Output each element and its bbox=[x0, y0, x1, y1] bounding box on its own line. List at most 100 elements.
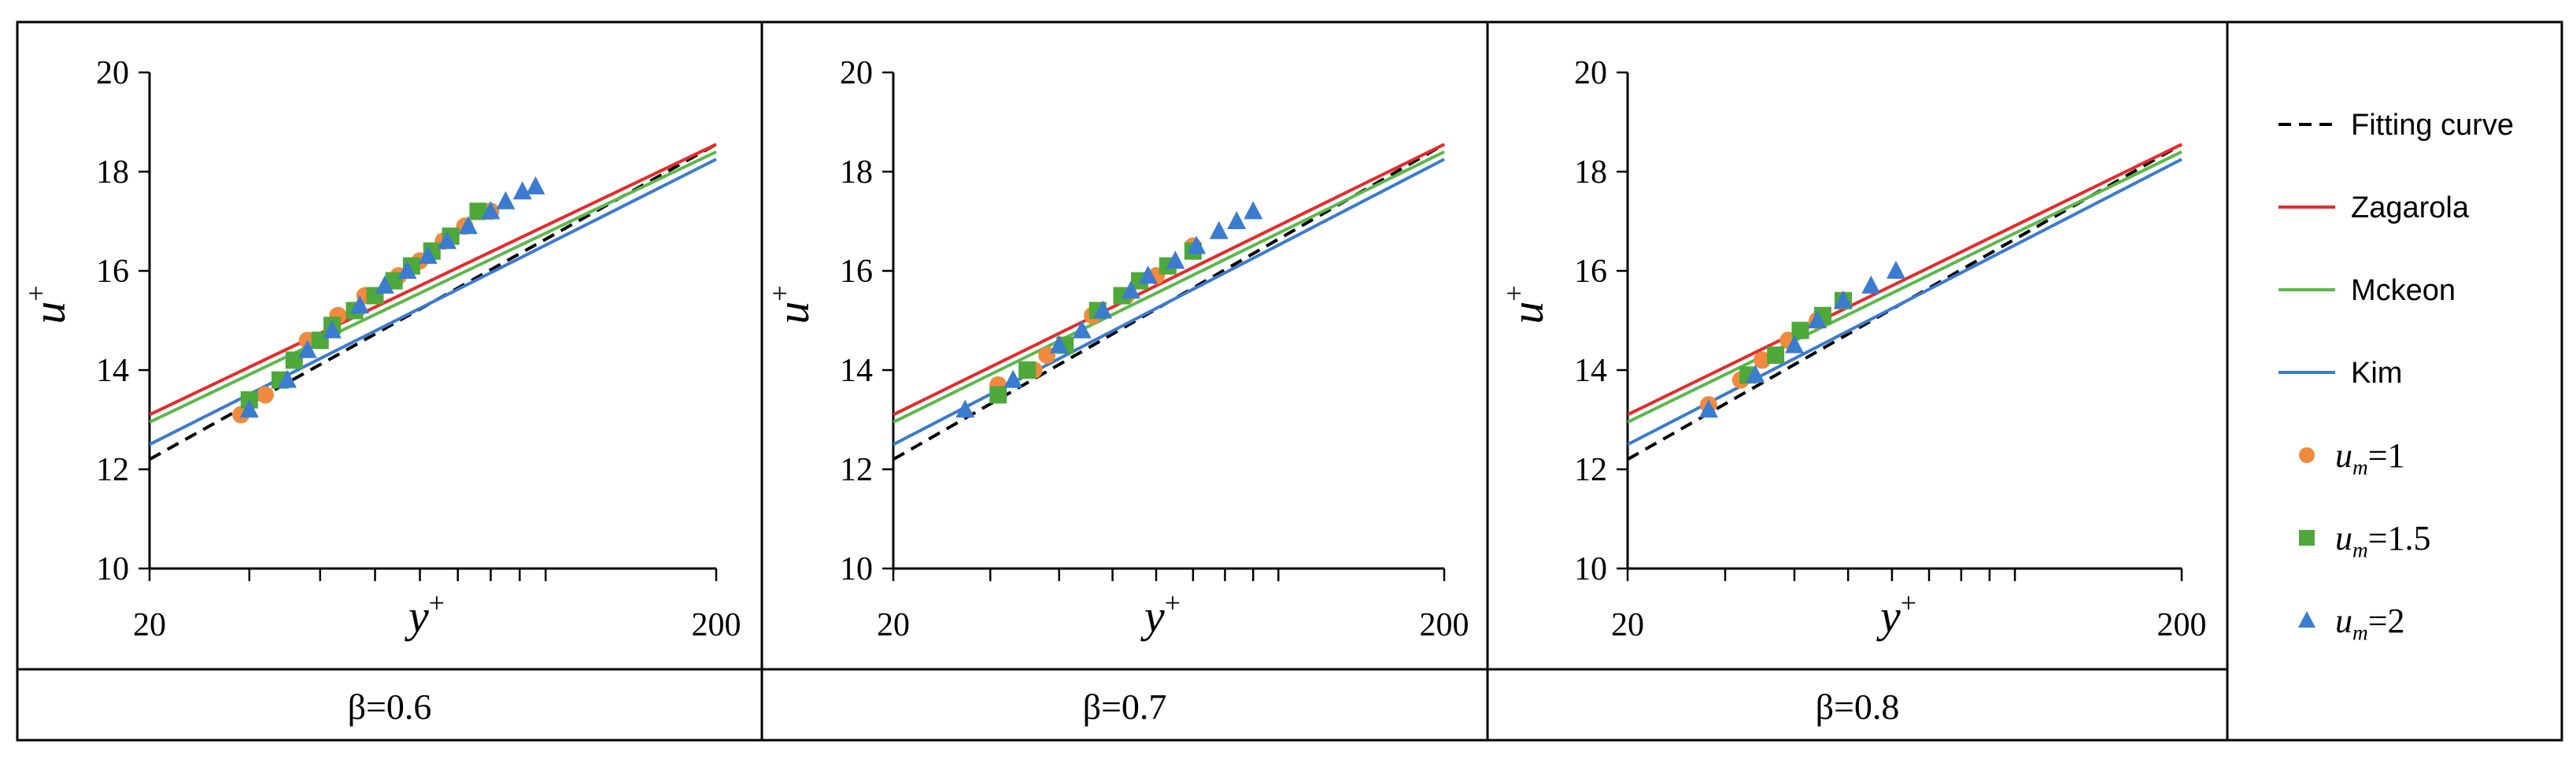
legend-label: Mckeon bbox=[2351, 274, 2456, 307]
y-axis-label-sup: + bbox=[1499, 285, 1530, 301]
y-tick-label: 10 bbox=[840, 551, 873, 587]
data-point-triangle bbox=[1187, 235, 1207, 254]
legend-label-rest: =1.5 bbox=[2368, 519, 2431, 557]
y-tick-label: 10 bbox=[96, 551, 129, 587]
data-point-triangle bbox=[526, 176, 545, 194]
y-tick-label: 12 bbox=[840, 452, 873, 488]
y-tick-label: 18 bbox=[1574, 154, 1607, 191]
data-point-triangle bbox=[1138, 265, 1158, 284]
y-tick-label: 10 bbox=[1574, 551, 1607, 587]
mckeon-line bbox=[149, 150, 717, 424]
x-tick-label: 20 bbox=[1611, 607, 1644, 643]
legend: Fitting curveZagarolaMckeonKimum=1um=1.5… bbox=[2278, 109, 2514, 645]
data-point-triangle bbox=[418, 246, 438, 265]
data-point-triangle bbox=[1808, 310, 1828, 328]
y-axis-label: u+ bbox=[1499, 285, 1553, 324]
y-tick-label: 20 bbox=[1574, 55, 1607, 91]
x-axis-label: y+ bbox=[405, 587, 445, 642]
data-point-triangle bbox=[298, 339, 317, 358]
data-point-triangle bbox=[458, 216, 478, 235]
data-point-square bbox=[469, 202, 487, 220]
x-axis-label-sup: + bbox=[429, 587, 445, 619]
data-point-triangle bbox=[1049, 335, 1069, 354]
legend-label: um=1 bbox=[2335, 436, 2405, 480]
data-point-triangle bbox=[397, 261, 417, 279]
y-tick-label: 14 bbox=[96, 353, 129, 389]
legend-label: Kim bbox=[2351, 357, 2402, 390]
data-point-triangle bbox=[1003, 369, 1023, 388]
legend-label-sub: m bbox=[2352, 539, 2368, 562]
y-tick-label: 20 bbox=[96, 55, 129, 91]
data-point-triangle bbox=[1861, 275, 1881, 294]
legend-label: um=1.5 bbox=[2335, 519, 2431, 562]
legend-label-var: u bbox=[2335, 519, 2352, 557]
data-point-triangle bbox=[481, 201, 501, 220]
data-point-triangle bbox=[1209, 220, 1229, 239]
legend-marker-square bbox=[2299, 530, 2315, 546]
data-point-triangle bbox=[1121, 280, 1140, 299]
y-tick-label: 18 bbox=[96, 154, 129, 191]
legend-label-sub: m bbox=[2352, 621, 2368, 645]
legend-label-var: u bbox=[2335, 436, 2352, 475]
legend-label: um=2 bbox=[2335, 602, 2405, 645]
x-axis-label-sup: + bbox=[1901, 587, 1916, 619]
legend-label: Fitting curve bbox=[2351, 109, 2514, 142]
table-border bbox=[16, 20, 2563, 742]
data-point-triangle bbox=[1244, 201, 1263, 220]
y-tick-label: 16 bbox=[96, 254, 129, 290]
y-tick-label: 12 bbox=[96, 452, 129, 488]
y-axis-label-sup: + bbox=[20, 285, 52, 301]
panel-caption: β=0.6 bbox=[348, 687, 432, 727]
x-tick-label: 200 bbox=[2157, 607, 2207, 643]
y-tick-label: 14 bbox=[1574, 353, 1607, 389]
x-tick-label: 200 bbox=[692, 607, 741, 643]
data-point-circle bbox=[256, 386, 274, 404]
data-point-square bbox=[1018, 361, 1037, 379]
y-tick-label: 16 bbox=[840, 254, 873, 290]
legend-label: Zagarola bbox=[2351, 191, 2470, 224]
data-point-circle bbox=[1754, 351, 1772, 369]
legend-marker-triangle bbox=[2298, 611, 2315, 628]
data-point-triangle bbox=[1698, 399, 1718, 418]
data-point-square bbox=[989, 386, 1007, 404]
data-point-triangle bbox=[239, 399, 259, 418]
data-point-triangle bbox=[322, 320, 342, 339]
data-point-square bbox=[1791, 321, 1809, 339]
kim-line bbox=[149, 157, 717, 446]
x-tick-label: 200 bbox=[1420, 607, 1469, 643]
mckeon-line bbox=[1627, 150, 2182, 424]
data-point-triangle bbox=[1093, 300, 1113, 319]
legend-label-rest: =2 bbox=[2368, 602, 2405, 640]
data-point-triangle bbox=[277, 369, 297, 388]
data-point-square bbox=[285, 351, 303, 369]
mckeon-line bbox=[893, 150, 1445, 424]
data-point-triangle bbox=[1227, 211, 1247, 229]
zagarola-line bbox=[1627, 143, 2182, 417]
panel-caption: β=0.8 bbox=[1816, 687, 1900, 727]
legend-label-rest: =1 bbox=[2368, 436, 2405, 475]
y-axis-label-sup: + bbox=[764, 285, 796, 301]
x-axis-label: y+ bbox=[1140, 587, 1181, 642]
data-point-triangle bbox=[375, 275, 394, 294]
data-point-triangle bbox=[438, 231, 457, 250]
data-point-square bbox=[1767, 346, 1785, 365]
data-point-triangle bbox=[1886, 261, 1905, 279]
y-axis-label-var: u bbox=[767, 302, 819, 324]
x-axis-label-sup: + bbox=[1165, 587, 1181, 619]
data-point-triangle bbox=[1166, 250, 1185, 269]
x-axis-label-var: y bbox=[1876, 591, 1901, 642]
zagarola-line bbox=[149, 143, 717, 417]
y-axis-label-var: u bbox=[1502, 302, 1553, 324]
data-point-triangle bbox=[1072, 320, 1092, 339]
kim-line bbox=[893, 157, 1445, 446]
y-tick-label: 20 bbox=[840, 55, 873, 91]
zagarola-line bbox=[893, 143, 1445, 417]
y-tick-label: 18 bbox=[840, 154, 873, 191]
kim-line bbox=[1627, 157, 2182, 446]
y-axis-label: u+ bbox=[20, 285, 75, 324]
data-point-triangle bbox=[350, 295, 370, 314]
